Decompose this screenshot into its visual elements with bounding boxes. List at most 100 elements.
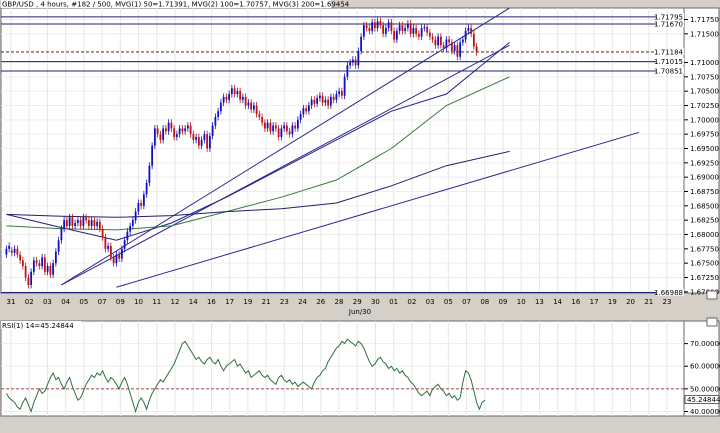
x-tick-label: 16 [207, 298, 216, 306]
candle-body [461, 39, 464, 43]
x-tick-label: 14 [553, 298, 562, 306]
candle-body [129, 225, 132, 232]
candle-body [368, 28, 371, 31]
candle-body [52, 263, 55, 275]
candle-body [181, 128, 184, 132]
y-tick-label: 1.70500 [690, 88, 719, 96]
candle-body [274, 125, 277, 129]
candle-body [32, 260, 35, 272]
candle-body [175, 134, 178, 138]
candle-body [299, 114, 302, 120]
candle-body [453, 45, 456, 52]
rsi-title-box [1, 321, 81, 329]
x-tick-label: 01 [389, 298, 398, 306]
y-tick-label: 1.67750 [690, 245, 719, 253]
y-tick-label: 1.70250 [690, 102, 719, 110]
candle-body [79, 220, 82, 226]
x-tick-label: 21 [644, 298, 653, 306]
candle-body [269, 122, 272, 132]
candle-body [148, 165, 151, 183]
candle-body [285, 125, 288, 132]
candle-body [211, 125, 214, 136]
x-tick-label: 29 [353, 298, 362, 306]
x-tick-label: 03 [426, 298, 435, 306]
x-tick-label: 28 [335, 298, 344, 306]
candle-body [332, 96, 335, 100]
candle-body [24, 266, 27, 278]
candle-body [214, 116, 217, 126]
candle-body [467, 28, 470, 31]
rsi-y-tick-label: 40.00000 [690, 408, 720, 416]
candle-body [195, 137, 198, 140]
candle-body [54, 251, 57, 264]
candle-body [5, 248, 8, 255]
candle-body [305, 108, 308, 112]
x-tick-label: 26 [316, 298, 325, 306]
y-tick-label: 1.69250 [690, 159, 719, 167]
x-tick-label: 08 [480, 298, 489, 306]
candle-body [288, 131, 291, 135]
rsi-line [5, 338, 486, 414]
candle-body [68, 217, 71, 226]
candle-body [134, 211, 137, 221]
x-tick-label: 03 [43, 298, 52, 306]
x-tick-label: 04 [61, 298, 70, 306]
candle-body [104, 237, 107, 249]
main-plot-area [0, 7, 685, 294]
candle-body [313, 99, 316, 104]
candle-body [307, 105, 310, 112]
candle-body [329, 96, 332, 106]
candle-body [412, 28, 415, 34]
candle-body [277, 128, 280, 138]
candle-body [93, 220, 96, 226]
x-tick-label: 20 [626, 298, 635, 306]
candle-body [189, 125, 192, 135]
candle-body [327, 99, 330, 106]
candle-body [340, 91, 343, 96]
price-label-box [656, 12, 684, 20]
candle-body [384, 28, 387, 34]
x-tick-label: 12 [171, 298, 180, 306]
x-tick-label: 02 [25, 298, 34, 306]
candle-body [426, 26, 429, 33]
y-tick-label: 1.68750 [690, 188, 719, 196]
candle-body [291, 125, 294, 135]
candle-body [126, 231, 129, 241]
candle-body [464, 30, 467, 40]
candle-body [228, 94, 231, 100]
candle-body [349, 62, 352, 66]
x-tick-label: 19 [243, 298, 252, 306]
candle-body [87, 220, 90, 226]
candle-body [406, 23, 409, 29]
candle-body [401, 25, 404, 31]
candle-body [57, 240, 60, 252]
candle-body [19, 254, 22, 261]
x-tick-label: 21 [262, 298, 271, 306]
y-tick-label: 1.67500 [690, 260, 719, 268]
candle-body [365, 25, 368, 29]
rsi-title: RSI(1) 14=45.24844 [2, 322, 74, 330]
candle-body [434, 39, 437, 46]
rsi-y-tick-label: 70.00000 [690, 340, 720, 348]
y-tick-label: 1.68500 [690, 202, 719, 210]
candle-body [101, 228, 104, 238]
candle-body [71, 217, 74, 226]
chart-title: GBP/USD , 4 hours, #182 / 500, MVG(1) 50… [2, 1, 350, 9]
candle-body [192, 134, 195, 140]
candle-body [41, 257, 44, 267]
candle-body [35, 260, 38, 264]
candle-body [382, 25, 385, 34]
y-tick-label: 1.71000 [690, 59, 719, 67]
candle-body [76, 220, 79, 224]
candle-body [137, 202, 140, 212]
candle-body [390, 22, 393, 31]
candle-body [255, 105, 258, 115]
candle-body [206, 134, 209, 149]
price-label-box [656, 20, 684, 28]
y-tick-label: 1.68000 [690, 231, 719, 239]
candle-body [208, 135, 211, 149]
candle-body [472, 33, 475, 47]
candle-body [173, 128, 176, 138]
